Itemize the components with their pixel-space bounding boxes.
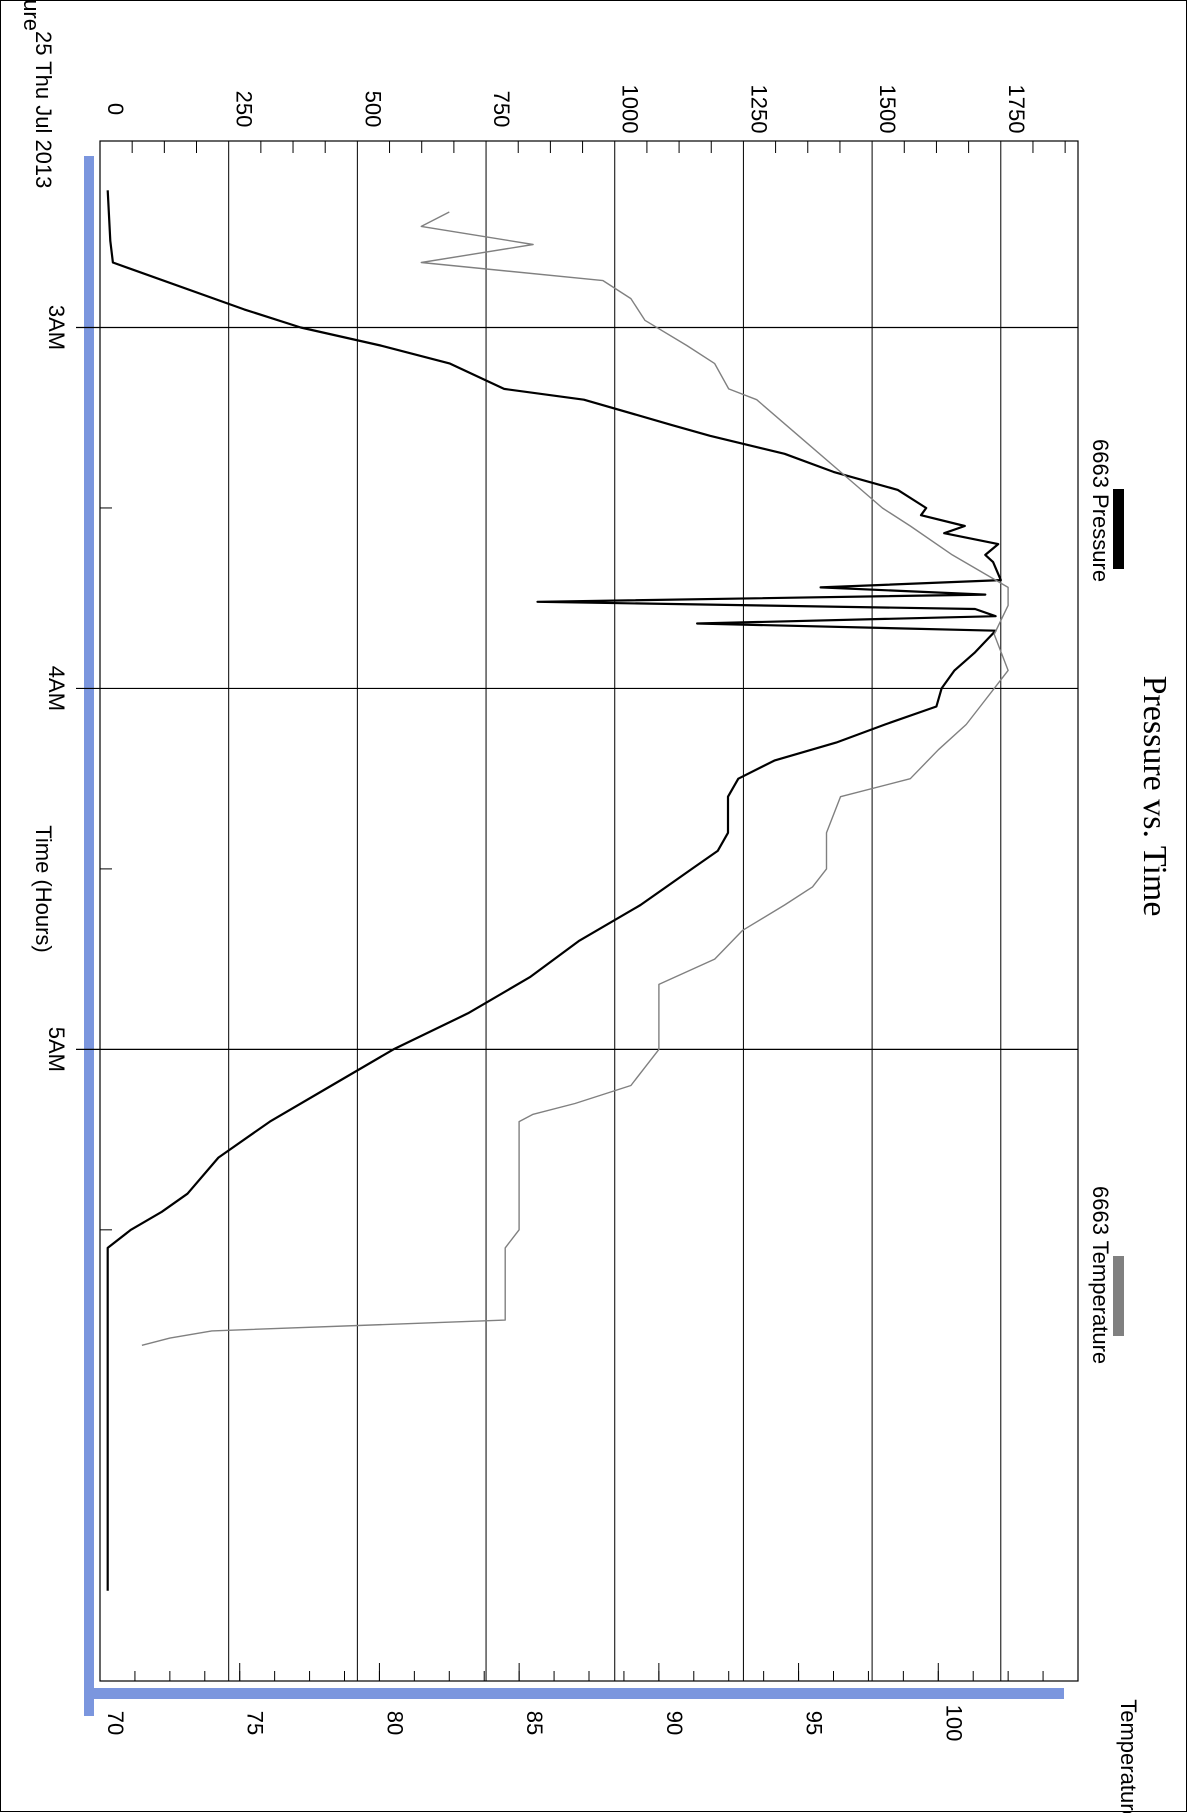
- pressure-axis-title: Pressure: [19, 1, 44, 31]
- temperature-tick-label: 75: [243, 1711, 268, 1735]
- pressure-tick-label: 1750: [1004, 85, 1029, 134]
- axis-labels: 0 250 500 750 1000 1250 1500 1750 70 75 80 85 90 95 10…: [44, 85, 1124, 1742]
- pressure-tick-label: 0: [103, 103, 128, 115]
- temperature-axis-title: Temperature: [1116, 1699, 1141, 1813]
- temperature-tick-label: 100: [941, 1705, 966, 1742]
- plot-border: [99, 140, 1079, 1682]
- pressure-series-line: [106, 190, 1002, 1591]
- time-tick-label: 5AM: [44, 1027, 69, 1072]
- temperature-tick-label: 85: [522, 1711, 547, 1735]
- temperature-tick-label: 80: [382, 1711, 407, 1735]
- grid-lines: [76, 141, 1078, 1681]
- temperature-tick-label: 95: [802, 1711, 827, 1735]
- temperature-axis-band: [84, 1688, 1064, 1699]
- temperature-tick-label: 70: [103, 1711, 128, 1735]
- pressure-tick-label: 1000: [618, 85, 643, 134]
- chart-title: Pressure vs. Time: [1136, 676, 1173, 917]
- legend-pressure-swatch: [1113, 489, 1124, 569]
- legend-pressure-label: 6663 Pressure: [1088, 439, 1113, 582]
- temperature-tick-label: 90: [662, 1711, 687, 1735]
- axes: [99, 141, 1066, 1681]
- temperature-series-line: [141, 211, 1009, 1346]
- pressure-tick-label: 1500: [875, 85, 900, 134]
- pressure-tick-label: 1250: [746, 85, 771, 134]
- time-axis-band: [84, 156, 94, 1716]
- time-tick-label: 4AM: [44, 666, 69, 711]
- time-tick-label: 3AM: [44, 305, 69, 350]
- series-layer: [106, 190, 1009, 1591]
- plot-area: [84, 140, 1079, 1716]
- pressure-tick-label: 750: [489, 91, 514, 128]
- legend-temperature-swatch: [1113, 1256, 1124, 1336]
- pressure-tick-label: 250: [232, 91, 257, 128]
- x-axis-title: Time (Hours): [31, 825, 56, 953]
- legend-temperature-label: 6663 Temperature: [1088, 1186, 1113, 1364]
- pressure-tick-label: 500: [360, 91, 385, 128]
- date-label: 25 Thu Jul 2013: [31, 31, 56, 188]
